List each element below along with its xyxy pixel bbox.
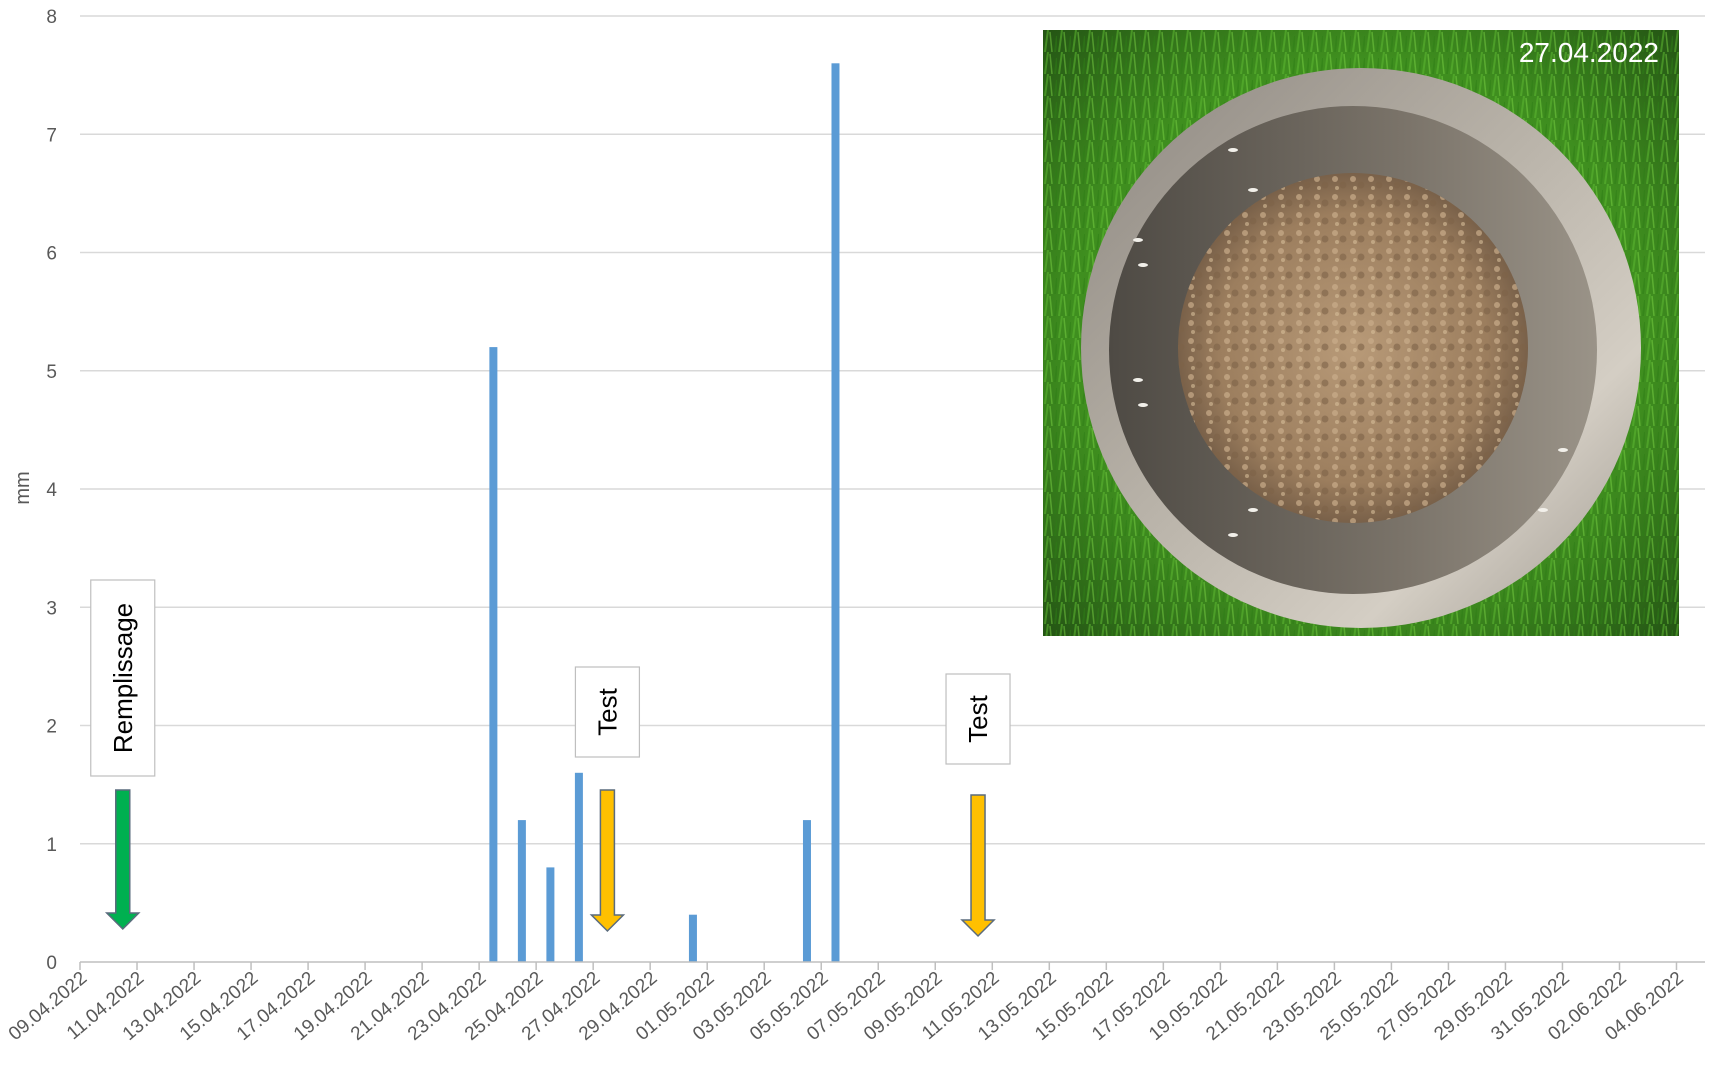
y-tick-label: 7 (46, 125, 57, 146)
bar (574, 772, 583, 962)
down-arrow-icon (104, 789, 141, 931)
y-tick-label: 6 (46, 244, 57, 265)
bar (489, 347, 498, 963)
annotation-label: Remplissage (108, 603, 138, 753)
annotations: Remplissage Test Test (90, 579, 1011, 938)
annotation-box (574, 666, 641, 758)
y-tick-label: 5 (46, 362, 57, 383)
annotation-label: Test (592, 687, 622, 735)
annotation-box (90, 579, 156, 777)
lysimeter-pot-image: 27.04.2022 (1043, 30, 1679, 636)
bar (546, 867, 555, 962)
x-axis (79, 961, 1705, 970)
y-tick-label: 8 (46, 7, 57, 28)
y-axis-label: mm (12, 471, 34, 504)
y-axis-ticks: 0 1 2 3 4 5 6 7 8 (46, 7, 57, 974)
photo-date-label: 27.04.2022 (1519, 37, 1659, 68)
annotation-box (945, 673, 1011, 765)
down-arrow-icon (960, 794, 996, 938)
annotation-label: Test (963, 694, 993, 742)
bar (831, 63, 840, 963)
y-tick-label: 4 (46, 480, 57, 501)
annotation-test: Test (574, 666, 641, 933)
y-tick-label: 2 (46, 717, 57, 738)
gridlines (80, 15, 1705, 845)
down-arrow-icon (589, 789, 626, 933)
bar (688, 914, 697, 962)
y-tick-label: 1 (46, 835, 57, 856)
sample-photo: 27.04.2022 (1043, 30, 1679, 636)
bars (489, 63, 840, 963)
annotation-remplissage: Remplissage (90, 579, 156, 931)
y-tick-label: 0 (46, 953, 57, 974)
bar (517, 820, 526, 962)
y-tick-label: 3 (46, 598, 57, 619)
x-axis-ticks: 09.04.202211.04.202213.04.202215.04.2022… (5, 968, 1688, 1045)
annotation-test: Test (945, 673, 1011, 938)
bar (802, 820, 811, 962)
